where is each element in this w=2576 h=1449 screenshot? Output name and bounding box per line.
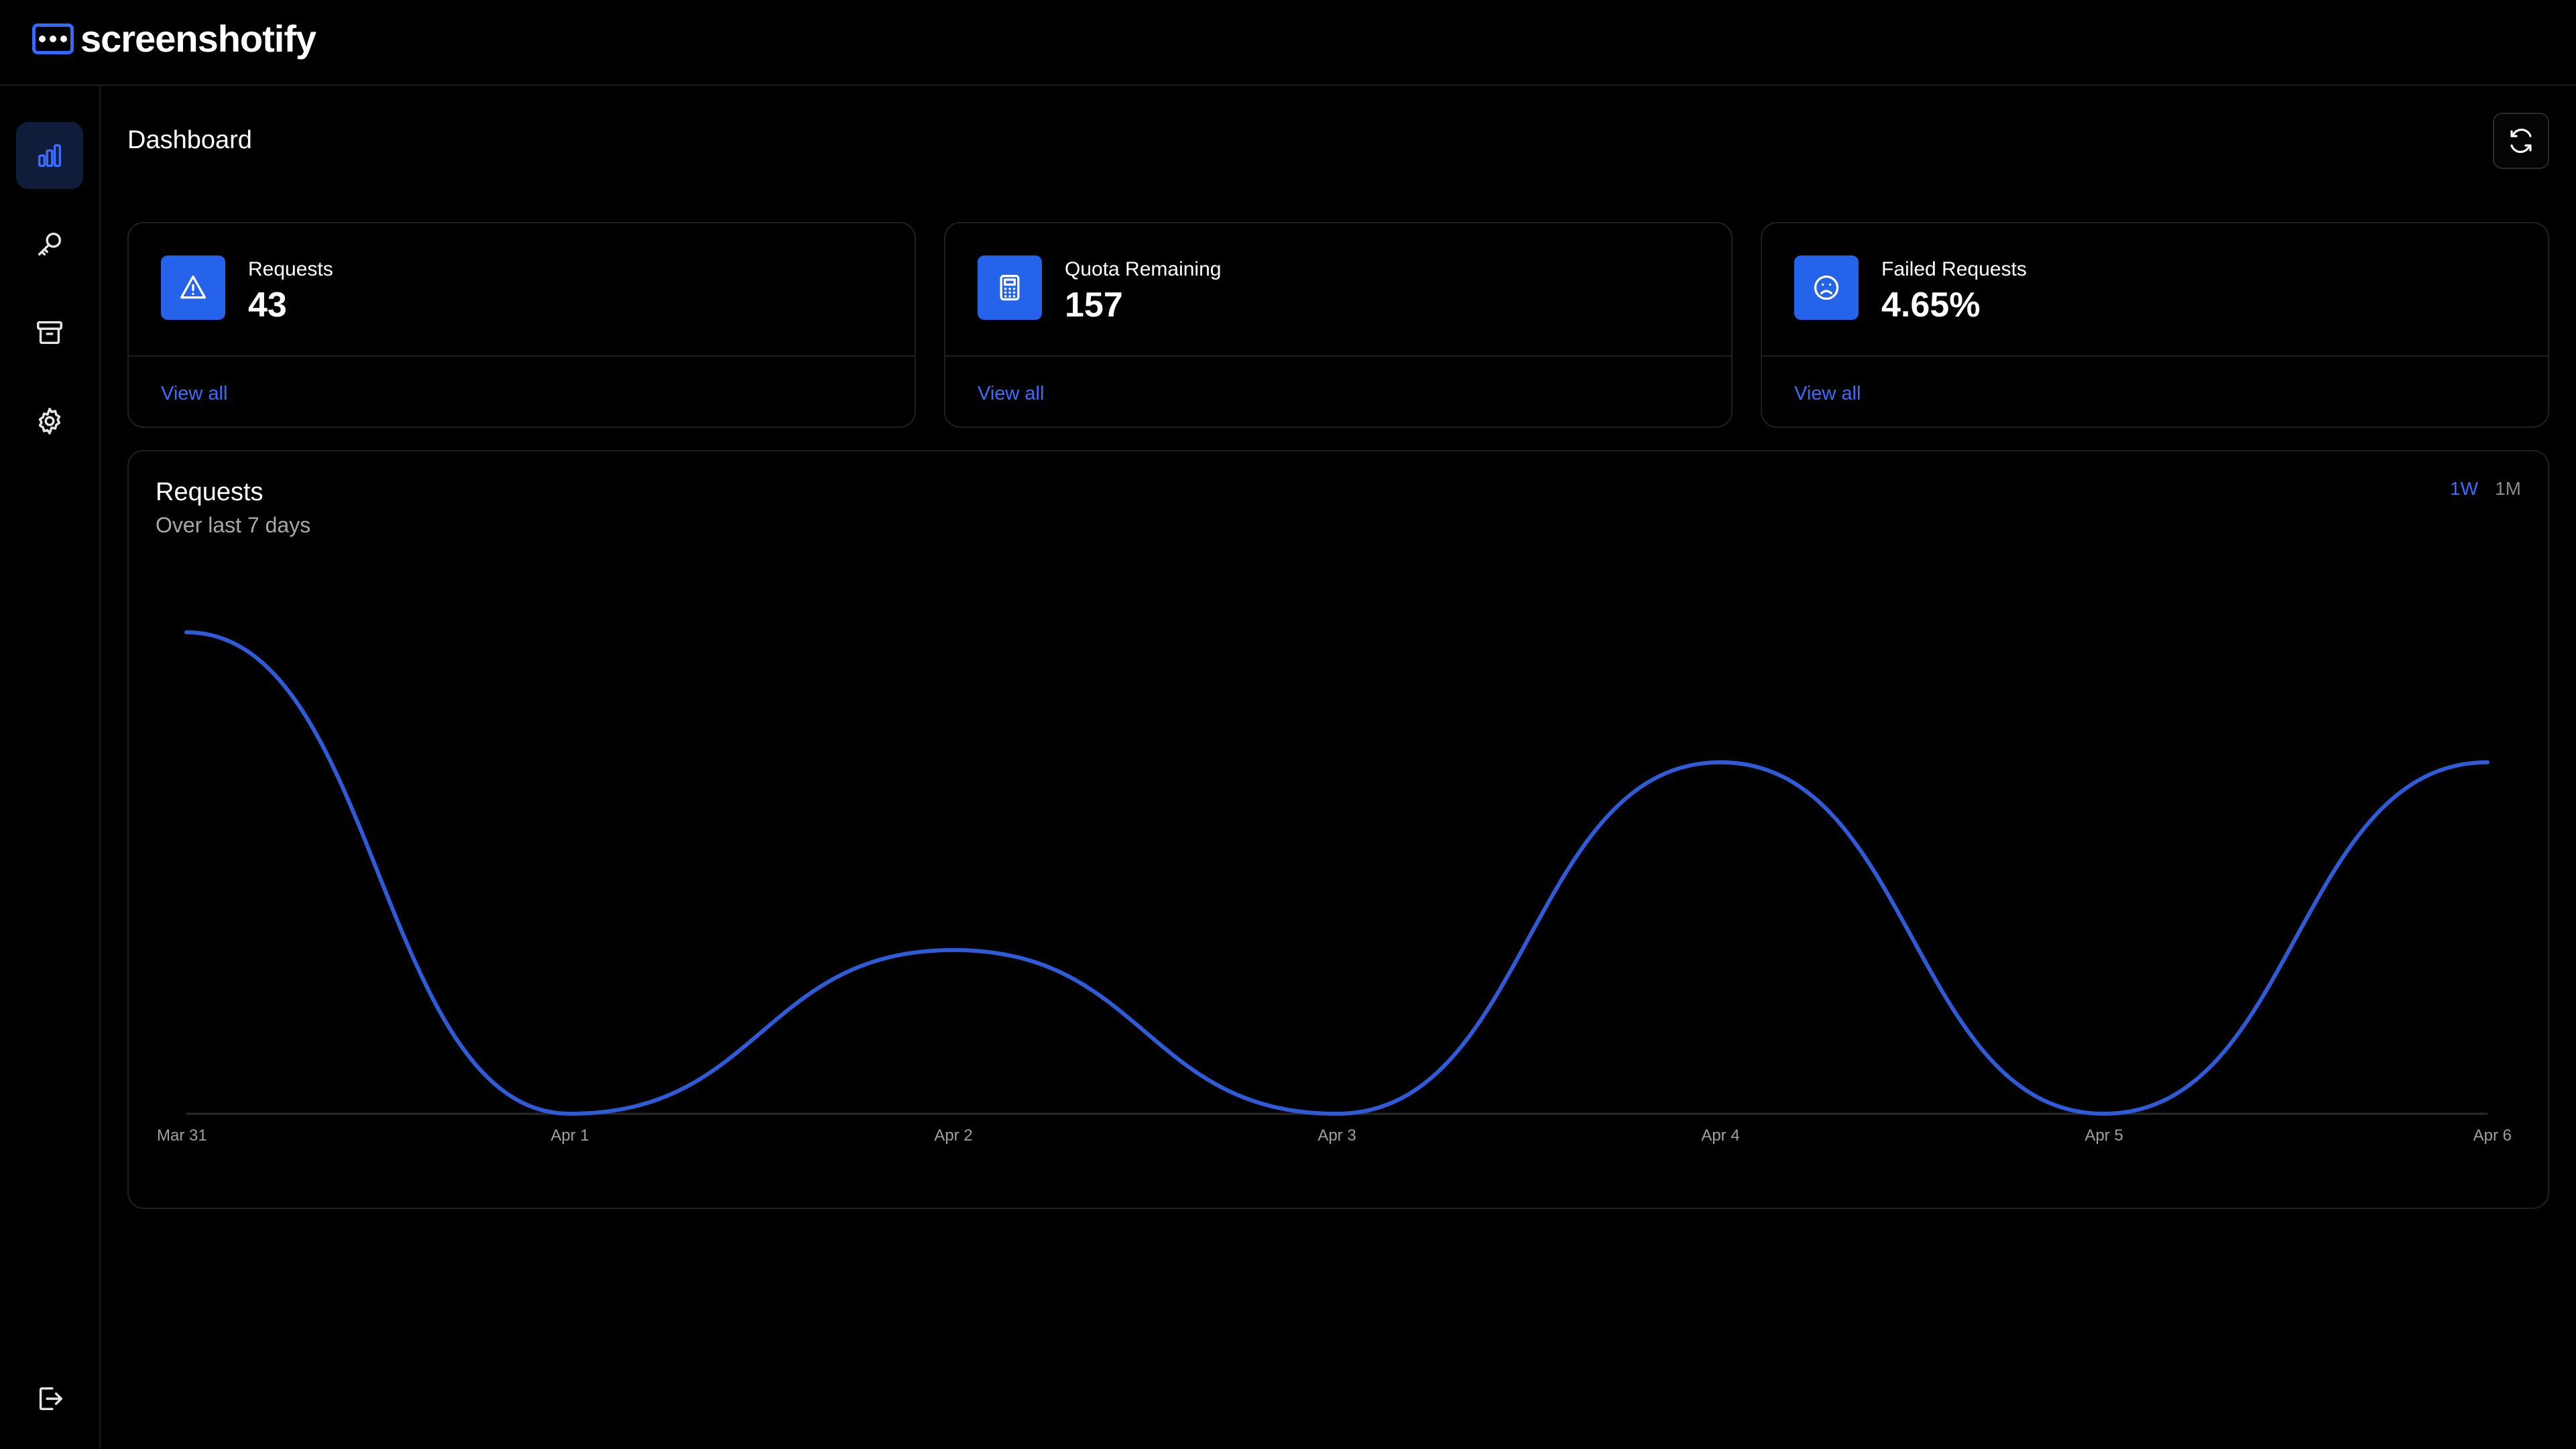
gear-icon (38, 408, 61, 434)
stat-label: Failed Requests (1881, 258, 2027, 280)
stat-card-failed: Failed Requests 4.65% View all (1761, 222, 2549, 428)
data-point (2485, 760, 2490, 764)
requests-line-chart: Mar 31 Apr 1 Apr 2 Apr 3 Apr 4 Apr 5 Apr 6 (157, 630, 2512, 1145)
x-tick-label: Apr 6 (2473, 1126, 2512, 1145)
archive-icon (37, 321, 62, 345)
x-tick-label: Apr 1 (550, 1126, 589, 1145)
range-1w-button[interactable]: 1W (2450, 478, 2478, 499)
sidebar-item-api-keys[interactable] (16, 211, 83, 278)
data-point (1718, 760, 1722, 764)
logo-mark-icon (32, 23, 74, 54)
stat-label: Requests (248, 258, 333, 280)
calculator-icon (978, 255, 1042, 320)
x-tick-label: Apr 3 (1318, 1126, 1356, 1145)
stat-value: 157 (1065, 286, 1123, 325)
sad-face-icon (1794, 255, 1859, 320)
view-all-link[interactable]: View all (1794, 383, 1861, 404)
data-point (1335, 1112, 1339, 1116)
sidebar-item-logout[interactable] (16, 1365, 83, 1432)
data-point (2102, 1112, 2106, 1116)
sidebar (0, 86, 101, 1449)
series-line (184, 630, 2490, 1116)
stat-card-requests: Requests 43 View all (127, 222, 916, 428)
x-tick-label: Apr 2 (934, 1126, 972, 1145)
chart-subtitle: Over last 7 days (156, 513, 311, 537)
chart-title: Requests (156, 478, 264, 506)
app-logo[interactable]: screenshotify (32, 20, 316, 58)
sidebar-item-archive[interactable] (16, 299, 83, 366)
stat-label: Quota Remaining (1065, 258, 1222, 280)
x-tick-label: Apr 4 (1701, 1126, 1739, 1145)
main-content: Dashboard Requests 43 View all Quota Rem… (101, 86, 2576, 1449)
app-name: screenshotify (80, 17, 316, 60)
refresh-icon (2510, 128, 2532, 154)
page-title: Dashboard (127, 126, 252, 154)
logout-icon (39, 1387, 62, 1411)
sidebar-item-analytics[interactable] (16, 122, 83, 189)
requests-chart-card: Requests Over last 7 days 1W 1M Mar 31 Ap… (127, 450, 2549, 1209)
x-tick-label: Apr 5 (2085, 1126, 2123, 1145)
range-1m-button[interactable]: 1M (2495, 478, 2521, 499)
x-tick-label: Mar 31 (157, 1126, 207, 1145)
refresh-button[interactable] (2493, 113, 2549, 169)
key-icon (38, 232, 62, 256)
stat-card-quota: Quota Remaining 157 View all (944, 222, 1733, 428)
data-point (951, 947, 955, 952)
stat-value: 43 (248, 286, 287, 325)
data-point (184, 630, 188, 634)
sidebar-item-settings[interactable] (16, 388, 83, 455)
view-all-link[interactable]: View all (161, 383, 228, 404)
top-bar: screenshotify (0, 0, 2576, 86)
bar-chart-icon (38, 143, 62, 168)
warning-triangle-icon (161, 255, 225, 320)
view-all-link[interactable]: View all (978, 383, 1045, 404)
data-point (568, 1112, 572, 1116)
stat-value: 4.65% (1881, 286, 1981, 325)
